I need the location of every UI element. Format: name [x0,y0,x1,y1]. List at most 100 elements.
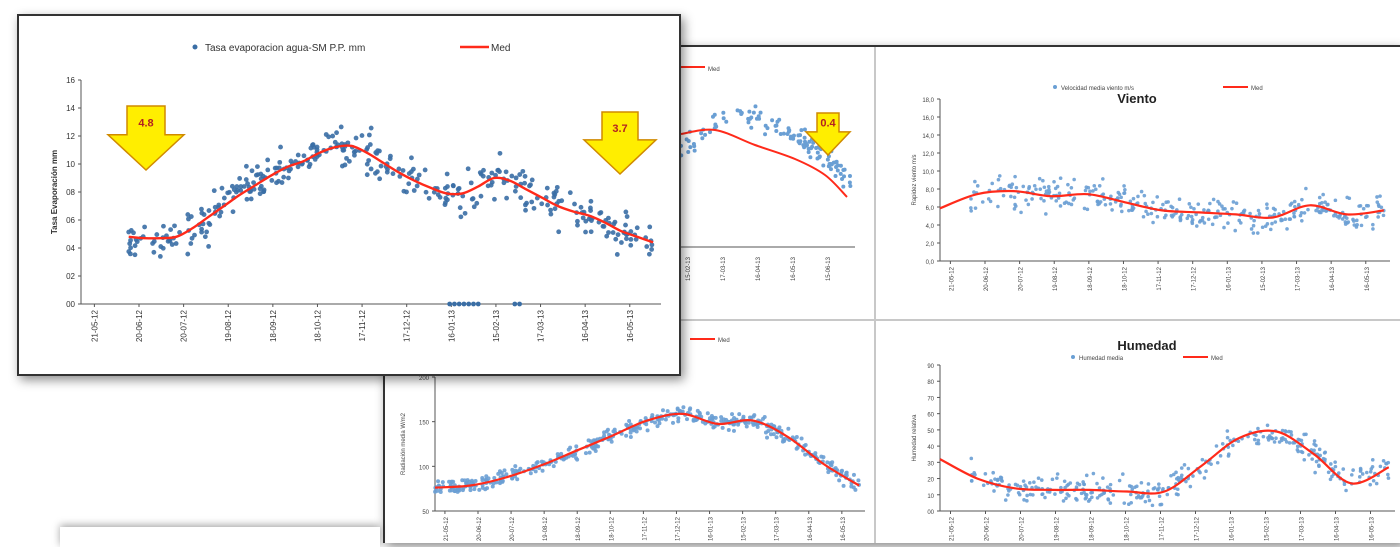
radiacion-data-point [574,444,579,449]
humedad-data-point [1040,492,1045,496]
radiacion-data-point [645,428,650,433]
tl-data-point [700,136,705,141]
evaporacion-data-point [492,196,497,202]
tl-data-point [847,180,852,185]
viento-y-tick-label: 10,0 [922,170,934,176]
humedad-data-point [991,470,995,475]
tl-data-point [747,109,752,114]
humedad-data-point [1111,493,1116,497]
radiacion-data-point [705,411,710,416]
evaporacion-data-point [523,207,528,213]
radiacion-data-point [794,446,799,451]
tl-data-point [688,145,693,150]
evaporacion-data-point [460,193,466,199]
evaporacion-data-point [142,224,148,230]
humedad-data-point [1055,476,1059,480]
viento-x-tick-label: 17-03-13 [1296,266,1302,291]
humedad-data-point [1351,468,1355,472]
humedad-data-point [1200,457,1205,462]
evaporacion-data-point [447,301,453,307]
viento-data-point [1320,201,1324,205]
evaporacion-data-point [606,230,611,235]
evaporacion-data-point [151,239,157,244]
humedad-data-point [1283,437,1287,442]
evaporacion-data-point [253,172,259,178]
humedad-data-point [1067,493,1071,498]
evaporacion-data-point [517,301,522,307]
evaporacion-data-point [445,184,450,189]
tl-data-point [753,104,758,109]
evaporacion-data-point [243,163,249,169]
radiacion-data-point [564,455,569,460]
radiacion-data-point [676,416,681,421]
radiacion-data-point [575,457,580,462]
evaporacion-data-point [504,195,510,201]
radiacion-data-point [533,469,538,474]
tl-data-point [712,112,717,117]
viento-data-point [1317,210,1322,215]
viento-data-point [1194,212,1198,217]
radiacion-data-point [451,479,456,484]
tl-data-point [686,149,691,154]
humedad-data-point [1176,492,1180,497]
viento-data-point [1088,189,1092,194]
humedad-y-tick-label: 50 [927,429,934,435]
humedad-data-point [1236,439,1241,443]
evaporacion-data-point [646,251,652,257]
radiacion-data-point [761,416,766,421]
radiacion-data-point [611,429,616,434]
viento-data-point [1189,205,1193,210]
viento-data-point [1007,183,1012,188]
humedad-data-point [1032,480,1036,484]
viento-data-point [1086,185,1091,190]
radiacion-y-tick-label: 200 [419,376,430,382]
evaporacion-data-point [649,247,655,252]
viento-x-tick-label: 17-12-12 [1192,266,1198,291]
viento-data-point [1363,215,1368,220]
viento-data-point [1192,207,1196,211]
radiacion-data-point [779,434,784,439]
viento-data-point [1122,191,1127,195]
evaporacion-data-point [368,166,374,172]
tl-data-point [721,116,726,121]
humedad-title: Humedad [1117,338,1176,353]
evaporacion-data-point [466,301,472,307]
humedad-data-point [1105,485,1110,489]
humedad-data-point [1143,499,1148,504]
viento-data-point [1215,215,1219,219]
viento-data-point [1042,199,1046,203]
humedad-data-point [1121,472,1125,476]
evaporacion-data-point [624,236,629,242]
radiacion-data-point [440,480,445,485]
humedad-data-point [1188,484,1193,489]
viento-data-point [997,174,1002,178]
humedad-data-point [1136,494,1141,498]
tl-data-point [757,116,762,121]
evaporacion-y-tick-label: 14 [66,104,75,113]
viento-data-point [1013,174,1017,179]
radiacion-data-point [555,452,560,457]
tl-data-point [770,118,775,123]
viento-data-point [1142,193,1147,198]
evaporacion-data-point [544,185,550,191]
humedad-data-point [969,479,974,483]
radiacion-data-point [464,481,469,486]
radiacion-data-point [837,478,842,483]
radiacion-data-point [853,487,858,492]
tl-data-point [746,116,751,121]
evaporation-chart-svg: Tasa evaporacion agua-SM P.P. mm Med 00 02 0… [50,43,661,342]
humedad-data-point [1368,469,1373,474]
viento-x-tick-label: 20-07-12 [1019,266,1025,291]
viento-data-point [1361,206,1366,211]
radiacion-data-point [688,406,693,411]
humedad-data-point [1225,435,1230,440]
tl-data-point [684,137,689,142]
viento-data-point [1026,202,1031,207]
tl-data-point [703,132,708,137]
evaporacion-data-point [288,158,294,164]
viento-data-point [1241,209,1246,214]
humedad-x-tick-label: 17-11-12 [1160,516,1166,540]
radiacion-data-point [726,428,731,433]
viento-data-point [1046,184,1051,189]
evaporacion-x-tick-label: 19-08-12 [224,309,233,342]
